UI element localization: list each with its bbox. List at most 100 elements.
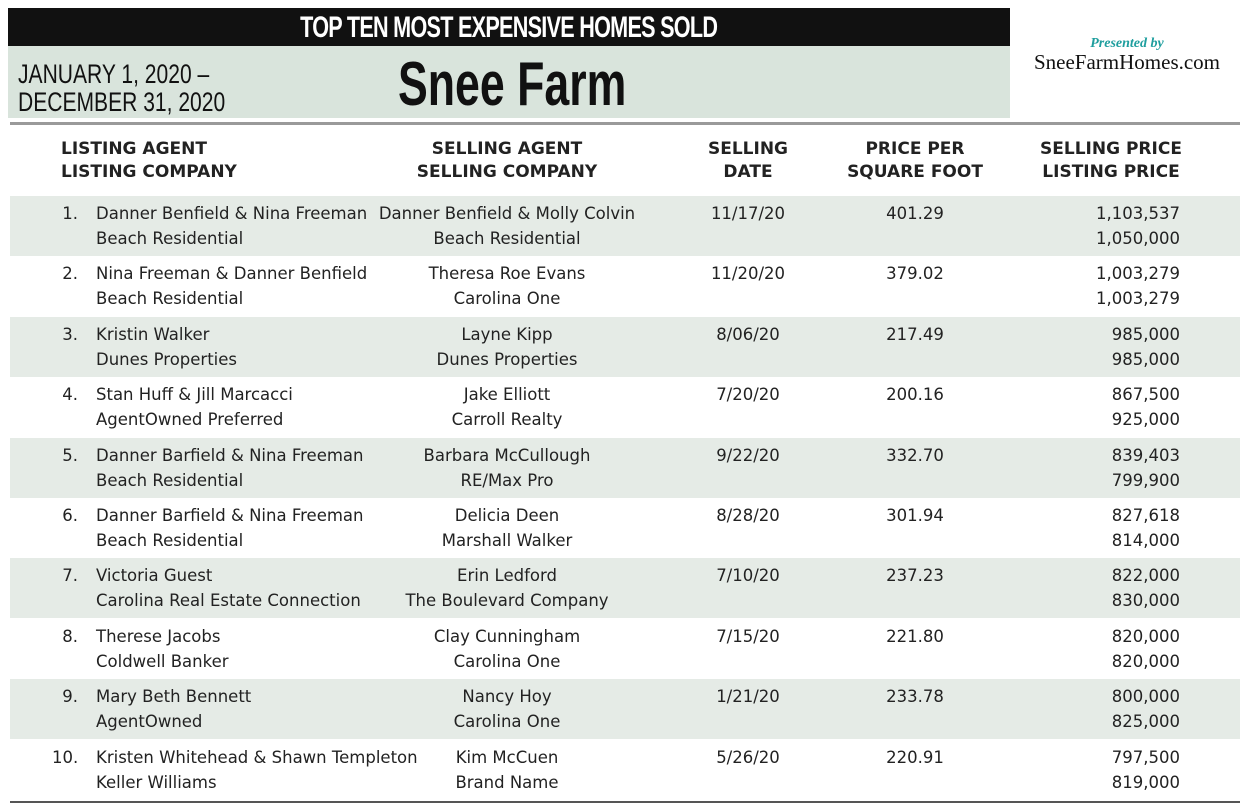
selling-date: 7/15/20 [716,626,780,646]
column-header-ppsf-l2: SQUARE FOOT [847,162,983,182]
selling-price: 797,500 [1111,747,1180,767]
listing-company: Beach Residential [96,229,244,248]
rank: 7. [62,566,78,586]
selling-company: Carolina One [453,651,561,671]
table-row: 2. Nina Freeman & Danner Benfield Beach Re… [10,256,1240,316]
selling-price: 985,000 [1111,324,1180,344]
selling-date: 9/22/20 [716,445,780,465]
column-header-selling-company: SELLING COMPANY [416,162,598,182]
date-range-start: JANUARY 1, 2020 – [18,59,210,89]
selling-price: 839,403 [1111,445,1180,465]
column-header-selling-agent: SELLING AGENT [431,139,583,159]
column-header-ppsf-l1: PRICE PER [865,139,965,159]
title-bar: TOP TEN MOST EXPENSIVE HOMES SOLD [8,8,1010,46]
listing-agent: Danner Barfield & Nina Freeman [96,445,364,465]
selling-agent: Theresa Roe Evans [428,264,586,284]
selling-agent: Clay Cunningham [433,626,581,646]
column-header-price: SELLING PRICE LISTING PRICE [1036,138,1186,184]
listing-agent: Kristin Walker [96,324,210,344]
price-per-sqft: 217.49 [886,324,944,344]
price-per-sqft: 401.29 [886,204,944,223]
selling-date: 11/17/20 [710,204,786,223]
table-row: 3. Kristin Walker Dunes Properties Layne Ki… [10,316,1240,377]
selling-agent: Delicia Deen [454,506,560,525]
table-row: 7. Victoria Guest Carolina Real Estate Con… [10,558,1240,619]
listing-company: Beach Residential [96,531,244,550]
selling-agent: Jake Elliott [463,385,551,405]
table-row: 1. Danner Benfield & Nina Freeman Beach Re… [10,196,1240,256]
date-range-end: DECEMBER 31, 2020 [18,87,226,117]
listing-agent: Kristen Whitehead & Shawn Templeton [96,747,418,767]
selling-agent: Erin Ledford [457,566,557,586]
selling-company: Carroll Realty [451,410,563,430]
price-per-sqft: 237.23 [886,566,944,586]
selling-company: RE/Max Pro [460,470,554,490]
column-header-ppsf: PRICE PER SQUARE FOOT [840,138,990,184]
selling-company: Marshall Walker [441,531,573,550]
selling-company: Carolina One [453,289,561,309]
rank: 10. [52,747,79,767]
price-per-sqft: 332.70 [886,445,944,465]
rank: 3. [62,324,78,344]
listing-agent: Therese Jacobs [96,626,221,646]
selling-agent: Danner Benfield & Molly Colvin [378,204,636,223]
column-header-selling-price: SELLING PRICE [1040,139,1182,159]
selling-agent: Layne Kipp [461,324,553,344]
column-header-selling: SELLING AGENT SELLING COMPANY [412,138,602,184]
listing-company: AgentOwned Preferred [96,410,284,430]
column-header-date-l2: DATE [723,162,773,182]
column-header-listing-price: LISTING PRICE [1042,162,1180,182]
listing-agent: Mary Beth Bennett [96,687,252,707]
listing-price: 1,003,279 [1096,289,1180,309]
table-row: 6. Danner Barfield & Nina Freeman Beach Re… [10,498,1240,558]
rank: 9. [62,687,78,707]
listing-company: Coldwell Banker [96,651,229,671]
price-per-sqft: 379.02 [886,264,944,284]
column-header-listing: LISTING AGENT LISTING COMPANY [61,138,237,184]
listing-agent: Stan Huff & Jill Marcacci [96,385,293,405]
listing-agent: Danner Benfield & Nina Freeman [96,204,368,223]
column-header-listing-agent: LISTING AGENT [61,139,207,159]
selling-price: 867,500 [1111,385,1180,405]
selling-date: 7/20/20 [716,385,780,405]
table-row: 4. Stan Huff & Jill Marcacci AgentOwned Pr… [10,377,1240,437]
listing-price: 925,000 [1111,410,1180,430]
listing-company: Keller Williams [96,772,217,792]
price-per-sqft: 301.94 [886,506,944,525]
listing-price: 985,000 [1111,349,1180,369]
listing-price: 825,000 [1111,712,1180,732]
selling-price: 827,618 [1111,506,1180,525]
column-header-date-l1: SELLING [707,139,789,159]
divider-top [10,122,1240,125]
listing-company: AgentOwned [96,712,203,732]
selling-company: Brand Name [455,772,559,792]
header-panel: JANUARY 1, 2020 – DECEMBER 31, 2020 Snee… [8,46,1010,118]
header: TOP TEN MOST EXPENSIVE HOMES SOLD JANUAR… [8,8,1010,118]
selling-agent: Nancy Hoy [462,687,552,707]
listing-agent: Victoria Guest [96,566,213,586]
column-header-listing-company: LISTING COMPANY [61,162,237,182]
table-row: 9. Mary Beth Bennett AgentOwned Nancy Hoy Ca… [10,679,1240,740]
page-title: TOP TEN MOST EXPENSIVE HOMES SOLD [300,11,718,44]
listing-agent: Danner Barfield & Nina Freeman [96,506,364,525]
rank: 2. [62,264,78,284]
listing-price: 819,000 [1111,772,1180,792]
listing-company: Beach Residential [96,470,244,490]
price-per-sqft: 220.91 [886,747,944,767]
website-name: SneeFarmHomes.com [1033,50,1221,74]
price-per-sqft: 200.16 [886,385,944,405]
table-row: 8. Therese Jacobs Coldwell Banker Clay Cunn… [10,619,1240,679]
selling-agent: Kim McCuen [455,747,559,767]
selling-date: 8/06/20 [716,324,780,344]
listing-price: 799,900 [1111,470,1180,490]
listing-agent: Nina Freeman & Danner Benfield [96,264,368,284]
selling-company: Dunes Properties [436,349,578,369]
presented-by: Presented by [1090,36,1164,51]
listing-company: Beach Residential [96,289,244,309]
listing-price: 830,000 [1111,591,1180,611]
selling-agent: Barbara McCullough [423,445,591,465]
price-per-sqft: 221.80 [886,626,944,646]
selling-price: 822,000 [1111,566,1180,586]
listing-price: 820,000 [1111,651,1180,671]
selling-price: 800,000 [1111,687,1180,707]
